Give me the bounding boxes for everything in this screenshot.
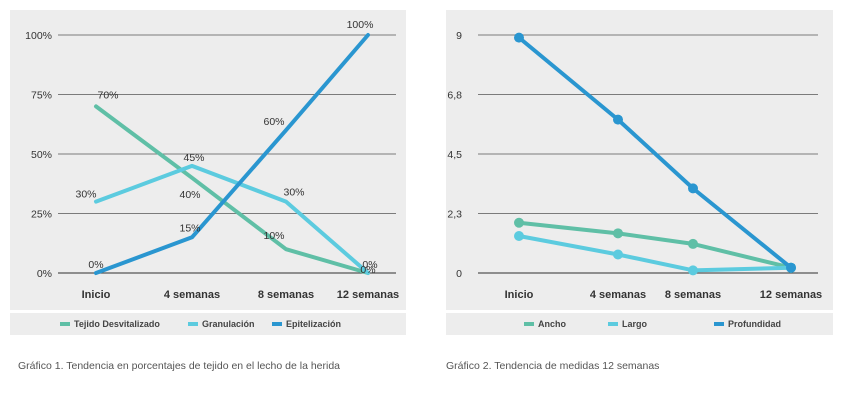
chart-1-data-label: 30% — [75, 189, 96, 201]
chart-1-data-label: 40% — [179, 189, 200, 201]
chart-1-series-line-3 — [94, 33, 370, 275]
chart-2-data-point — [786, 262, 796, 273]
chart-2-legend-label: Profundidad — [728, 319, 781, 329]
chart-2-legend-swatch — [714, 322, 724, 326]
chart-2-x-tick-label: 8 semanas — [665, 289, 721, 301]
chart-1-legend-label: Granulación — [202, 319, 255, 329]
chart-2-y-tick-label: 2,3 — [447, 209, 462, 221]
chart-2-series-line-1 — [517, 220, 793, 270]
chart-1-legend-swatch — [272, 322, 282, 326]
chart-2-legend-label: Ancho — [538, 319, 567, 329]
chart-2-series-line-2 — [517, 233, 793, 273]
chart-2-y-tick-label: 4,5 — [447, 149, 462, 161]
chart-1-x-tick-label: 12 semanas — [337, 289, 399, 301]
chart-1-legend-swatch — [188, 322, 198, 326]
chart-2-plot: 0 2,3 4,5 6,8 9 Inicio 4 semanas 8 semanas 12 se… — [447, 30, 822, 301]
chart-2-data-point — [514, 217, 524, 228]
chart-2-y-tick-label: 0 — [456, 268, 462, 280]
chart-2-data-point — [688, 183, 698, 194]
chart-2-data-point — [688, 265, 698, 276]
chart-1-y-tick-label: 100% — [25, 30, 52, 42]
chart-1-data-label: 0% — [362, 259, 377, 271]
chart-1-legend: Tejido Desvitalizado Granulación Epiteliza… — [10, 313, 406, 335]
chart-2-data-point — [514, 32, 524, 43]
chart-2-caption: Gráfico 2. Tendencia de medidas 12 seman… — [446, 360, 660, 372]
chart-1-data-label: 15% — [179, 222, 200, 234]
chart-1-data-label: 10% — [263, 230, 284, 242]
chart-2-legend: Ancho Largo Profundidad — [446, 313, 833, 335]
chart-2-legend-svg: Ancho Largo Profundidad — [524, 319, 781, 329]
chart-1-legend-label: Tejido Desvitalizado — [74, 319, 160, 329]
chart-1-data-label: 70% — [97, 89, 118, 101]
chart-1-plot: 0% 25% 50% 75% 100% Inicio 4 semanas 8 semanas 1… — [25, 19, 399, 301]
chart-1-series-line-1 — [94, 104, 370, 275]
chart-2-data-point — [613, 114, 623, 125]
chart-1-data-label: 100% — [347, 19, 374, 31]
chart-1-data-label: 30% — [283, 187, 304, 199]
chart-2-x-tick-label: Inicio — [505, 289, 534, 301]
chart-2-legend-swatch — [524, 322, 534, 326]
chart-1-legend-label: Epitelización — [286, 319, 341, 329]
chart-2-data-point — [613, 228, 623, 239]
chart-2-x-tick-label: 4 semanas — [590, 289, 646, 301]
chart-2-series-line-3 — [517, 35, 793, 270]
chart-1-y-tick-label: 75% — [31, 90, 52, 102]
chart-1-y-tick-label: 0% — [37, 268, 52, 280]
chart-2-y-tick-label: 6,8 — [447, 90, 462, 102]
chart-2-panel: 0 2,3 4,5 6,8 9 Inicio 4 semanas 8 semanas 12 se… — [446, 10, 833, 310]
chart-2-legend-swatch — [608, 322, 618, 326]
chart-1-data-label: 60% — [263, 116, 284, 128]
chart-2-data-point — [688, 238, 698, 249]
chart-2-legend-label: Largo — [622, 319, 648, 329]
chart-1-x-tick-label: 8 semanas — [258, 289, 314, 301]
chart-2-data-point — [514, 230, 524, 241]
chart-2-x-tick-label: 12 semanas — [760, 289, 822, 301]
chart-1-legend-swatch — [60, 322, 70, 326]
chart-1-data-label: 0% — [88, 259, 103, 271]
chart-1-panel: 0% 25% 50% 75% 100% Inicio 4 semanas 8 semanas 1… — [10, 10, 406, 310]
chart-1-data-label: 45% — [183, 152, 204, 164]
chart-2-y-tick-label: 9 — [456, 30, 462, 42]
chart-1-data-label: 0% — [360, 264, 375, 276]
chart-1-y-tick-label: 25% — [31, 209, 52, 221]
chart-1-x-tick-label: 4 semanas — [164, 289, 220, 301]
chart-1-caption: Gráfico 1. Tendencia en porcentajes de t… — [18, 360, 341, 372]
chart-1-legend-svg: Tejido Desvitalizado Granulación Epiteliza… — [60, 319, 341, 329]
chart-2-data-point — [613, 249, 623, 260]
chart-1-x-tick-label: Inicio — [82, 289, 111, 301]
chart-1-y-tick-label: 50% — [31, 149, 52, 161]
